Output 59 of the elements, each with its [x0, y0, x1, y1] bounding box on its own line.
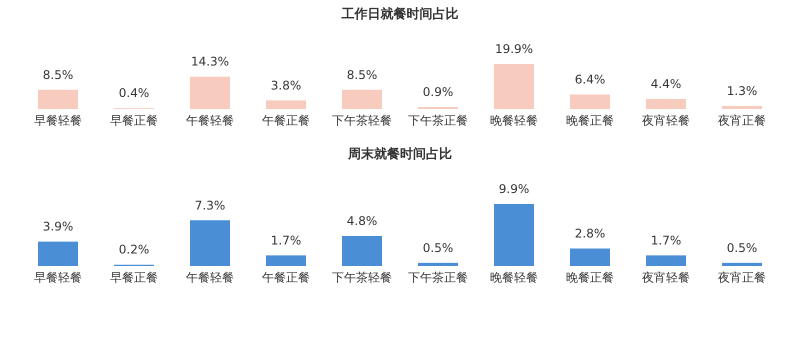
- data-label: 1.7%: [270, 233, 302, 248]
- bar: [190, 220, 230, 266]
- x-tick-label: 晚餐轻餐: [490, 114, 538, 128]
- bar: [494, 64, 534, 109]
- data-label: 1.3%: [726, 84, 758, 98]
- x-tick-label: 下午茶轻餐: [332, 270, 392, 284]
- x-tick-label: 午餐正餐: [262, 114, 310, 128]
- data-label: 0.5%: [422, 240, 454, 255]
- bar: [38, 242, 78, 266]
- x-tick-label: 早餐正餐: [110, 114, 158, 128]
- x-tick-label: 早餐轻餐: [34, 270, 82, 284]
- x-tick-label: 夜宵轻餐: [642, 270, 690, 284]
- data-label: 8.5%: [42, 68, 74, 82]
- data-label: 0.5%: [726, 240, 758, 255]
- data-label: 1.7%: [650, 233, 682, 248]
- x-tick-label: 早餐正餐: [110, 270, 158, 284]
- x-tick-label: 夜宵正餐: [718, 270, 766, 284]
- bar: [190, 76, 230, 109]
- chart-title: 周末就餐时间占比: [347, 146, 452, 162]
- data-label: 19.9%: [494, 42, 534, 56]
- bar: [266, 100, 306, 109]
- bar: [722, 262, 762, 266]
- data-label: 14.3%: [190, 54, 230, 69]
- data-label: 4.4%: [650, 77, 682, 92]
- x-tick-label: 晚餐轻餐: [490, 270, 538, 284]
- bar: [494, 204, 534, 266]
- x-tick-label: 夜宵正餐: [718, 114, 766, 128]
- data-label: 8.5%: [346, 68, 378, 82]
- data-label: 0.4%: [118, 86, 150, 100]
- x-tick-label: 早餐轻餐: [34, 114, 82, 128]
- data-label: 3.8%: [270, 78, 302, 92]
- bar: [570, 94, 610, 109]
- bar: [646, 99, 686, 109]
- chart-title: 工作日就餐时间占比: [340, 6, 458, 22]
- data-label: 0.9%: [422, 84, 454, 99]
- data-label: 3.9%: [42, 220, 74, 234]
- x-tick-label: 夜宵轻餐: [642, 114, 690, 128]
- x-tick-label: 下午茶正餐: [408, 270, 468, 284]
- x-tick-label: 下午茶轻餐: [332, 114, 392, 128]
- x-tick-label: 晚餐正餐: [566, 270, 614, 284]
- data-label: 6.4%: [574, 72, 606, 87]
- data-label: 9.9%: [498, 182, 530, 196]
- bar: [342, 236, 382, 266]
- x-tick-label: 晚餐正餐: [566, 114, 614, 128]
- data-label: 0.2%: [118, 242, 150, 257]
- bar: [722, 106, 762, 109]
- bar: [38, 90, 78, 109]
- bar: [342, 90, 382, 109]
- bar: [646, 255, 686, 266]
- data-label: 2.8%: [574, 226, 606, 240]
- x-tick-label: 午餐正餐: [262, 270, 310, 284]
- data-label: 4.8%: [346, 214, 378, 228]
- x-tick-label: 午餐轻餐: [186, 270, 234, 284]
- bar: [266, 255, 306, 266]
- bar: [418, 262, 458, 266]
- data-label: 7.3%: [194, 198, 226, 212]
- x-tick-label: 午餐轻餐: [186, 114, 234, 128]
- x-tick-label: 下午茶正餐: [408, 114, 468, 128]
- bar: [570, 248, 610, 266]
